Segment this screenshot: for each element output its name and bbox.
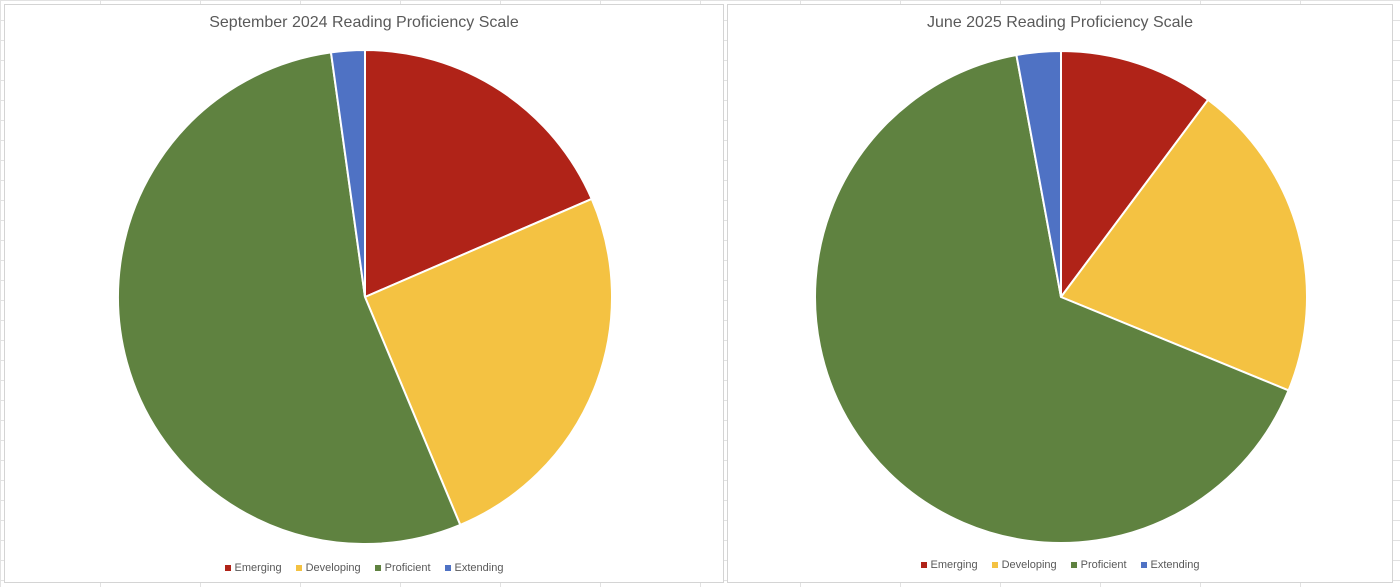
legend-label: Extending	[454, 562, 504, 574]
chart-june-2025[interactable]: June 2025 Reading Proficiency Scale Emer…	[727, 4, 1393, 583]
legend-item-proficient: Proficient	[1070, 559, 1127, 571]
chart-legend: Emerging Developing Proficient Extending	[728, 559, 1392, 571]
legend-item-emerging: Emerging	[224, 562, 282, 574]
legend-swatch	[444, 565, 451, 571]
pie-chart	[117, 48, 613, 545]
legend-label: Developing	[305, 562, 361, 574]
chart-september-2024[interactable]: September 2024 Reading Proficiency Scale…	[4, 4, 724, 583]
pie-slice-extending[interactable]	[329, 48, 366, 298]
legend-label: Proficient	[1080, 559, 1127, 571]
legend-swatch	[1070, 562, 1077, 568]
pie-slice-proficient[interactable]	[117, 51, 462, 545]
chart-title: June 2025 Reading Proficiency Scale	[927, 14, 1193, 31]
legend-swatch	[920, 562, 927, 568]
legend-swatch	[295, 565, 302, 571]
legend-swatch	[991, 562, 998, 568]
legend-label: Developing	[1001, 559, 1057, 571]
legend-item-developing: Developing	[295, 562, 361, 574]
pie-slice-developing[interactable]	[1059, 98, 1308, 392]
legend-swatch	[1140, 562, 1147, 568]
pie-slice-emerging[interactable]	[364, 48, 594, 299]
legend-label: Emerging	[930, 559, 978, 571]
legend-swatch	[224, 565, 231, 571]
chart-legend: Emerging Developing Proficient Extending	[5, 562, 723, 574]
legend-label: Extending	[1150, 559, 1200, 571]
legend-item-proficient: Proficient	[374, 562, 431, 574]
chart-title: September 2024 Reading Proficiency Scale	[209, 14, 519, 31]
pie-slice-extending[interactable]	[1015, 49, 1062, 298]
legend-swatch	[374, 565, 381, 571]
legend-label: Emerging	[234, 562, 282, 574]
pie-slice-proficient[interactable]	[814, 53, 1290, 544]
legend-item-extending: Extending	[1140, 559, 1200, 571]
legend-item-developing: Developing	[991, 559, 1057, 571]
pie-chart	[814, 49, 1308, 544]
legend-label: Proficient	[384, 562, 431, 574]
legend-item-extending: Extending	[444, 562, 504, 574]
pie-slice-emerging[interactable]	[1060, 49, 1210, 301]
legend-item-emerging: Emerging	[920, 559, 978, 571]
